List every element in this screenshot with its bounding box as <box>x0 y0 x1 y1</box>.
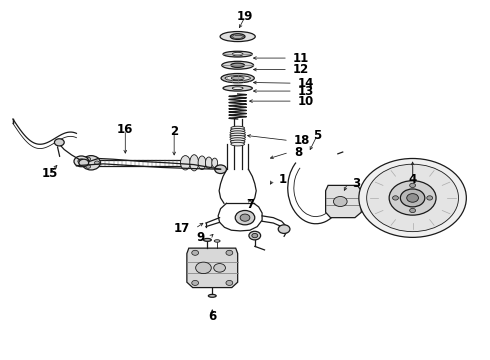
Circle shape <box>95 161 99 165</box>
Ellipse shape <box>230 138 245 141</box>
Circle shape <box>192 250 198 255</box>
Ellipse shape <box>230 129 245 132</box>
Circle shape <box>214 264 225 272</box>
Ellipse shape <box>232 87 243 90</box>
Text: 10: 10 <box>298 95 314 108</box>
Ellipse shape <box>82 156 100 170</box>
Ellipse shape <box>214 240 220 242</box>
Ellipse shape <box>203 238 211 241</box>
Ellipse shape <box>231 76 244 80</box>
Ellipse shape <box>230 135 245 139</box>
Ellipse shape <box>220 32 255 41</box>
Circle shape <box>410 183 416 188</box>
Circle shape <box>196 262 211 274</box>
Ellipse shape <box>180 156 190 170</box>
Circle shape <box>359 158 466 237</box>
Ellipse shape <box>231 142 245 146</box>
Ellipse shape <box>221 73 254 83</box>
Text: 1: 1 <box>278 173 286 186</box>
Text: 8: 8 <box>294 146 302 159</box>
Ellipse shape <box>205 157 212 168</box>
Ellipse shape <box>222 61 253 69</box>
Ellipse shape <box>230 131 245 134</box>
Text: 19: 19 <box>237 10 253 23</box>
Ellipse shape <box>212 158 218 167</box>
Circle shape <box>215 165 226 174</box>
Circle shape <box>79 159 89 166</box>
Circle shape <box>407 194 418 202</box>
Circle shape <box>86 165 91 168</box>
Ellipse shape <box>230 140 245 144</box>
Circle shape <box>54 139 64 146</box>
Circle shape <box>226 280 233 285</box>
Circle shape <box>240 214 250 221</box>
Circle shape <box>252 233 258 238</box>
Text: 9: 9 <box>196 231 205 244</box>
Text: 16: 16 <box>117 123 133 136</box>
Polygon shape <box>187 248 238 288</box>
Circle shape <box>226 250 233 255</box>
Ellipse shape <box>230 133 245 137</box>
Ellipse shape <box>230 34 245 40</box>
Circle shape <box>400 189 425 207</box>
Ellipse shape <box>190 155 198 171</box>
Text: 7: 7 <box>246 198 254 211</box>
Text: 5: 5 <box>313 129 321 142</box>
Text: 4: 4 <box>409 173 416 186</box>
Ellipse shape <box>225 76 250 81</box>
Ellipse shape <box>231 63 245 67</box>
Text: 15: 15 <box>41 167 58 180</box>
Ellipse shape <box>231 126 245 130</box>
Text: 17: 17 <box>174 222 190 235</box>
Ellipse shape <box>208 294 216 297</box>
Ellipse shape <box>223 51 252 57</box>
Text: 3: 3 <box>352 177 361 190</box>
Circle shape <box>235 211 255 225</box>
Polygon shape <box>326 185 361 218</box>
Circle shape <box>427 196 433 200</box>
Circle shape <box>249 231 261 240</box>
Text: 18: 18 <box>294 134 310 147</box>
Text: 6: 6 <box>208 310 217 324</box>
Ellipse shape <box>198 156 206 170</box>
Circle shape <box>74 156 89 167</box>
Text: 13: 13 <box>298 85 314 98</box>
Text: 11: 11 <box>293 51 309 64</box>
Circle shape <box>333 197 347 207</box>
Circle shape <box>78 159 85 164</box>
Ellipse shape <box>223 85 252 91</box>
Circle shape <box>392 196 398 200</box>
Circle shape <box>86 157 91 161</box>
Circle shape <box>389 181 436 215</box>
Circle shape <box>192 280 198 285</box>
Ellipse shape <box>232 52 243 56</box>
Text: 2: 2 <box>170 125 178 138</box>
Circle shape <box>367 164 459 231</box>
Text: 12: 12 <box>293 63 309 76</box>
Circle shape <box>410 208 416 213</box>
Circle shape <box>278 225 290 233</box>
Text: 14: 14 <box>298 77 314 90</box>
